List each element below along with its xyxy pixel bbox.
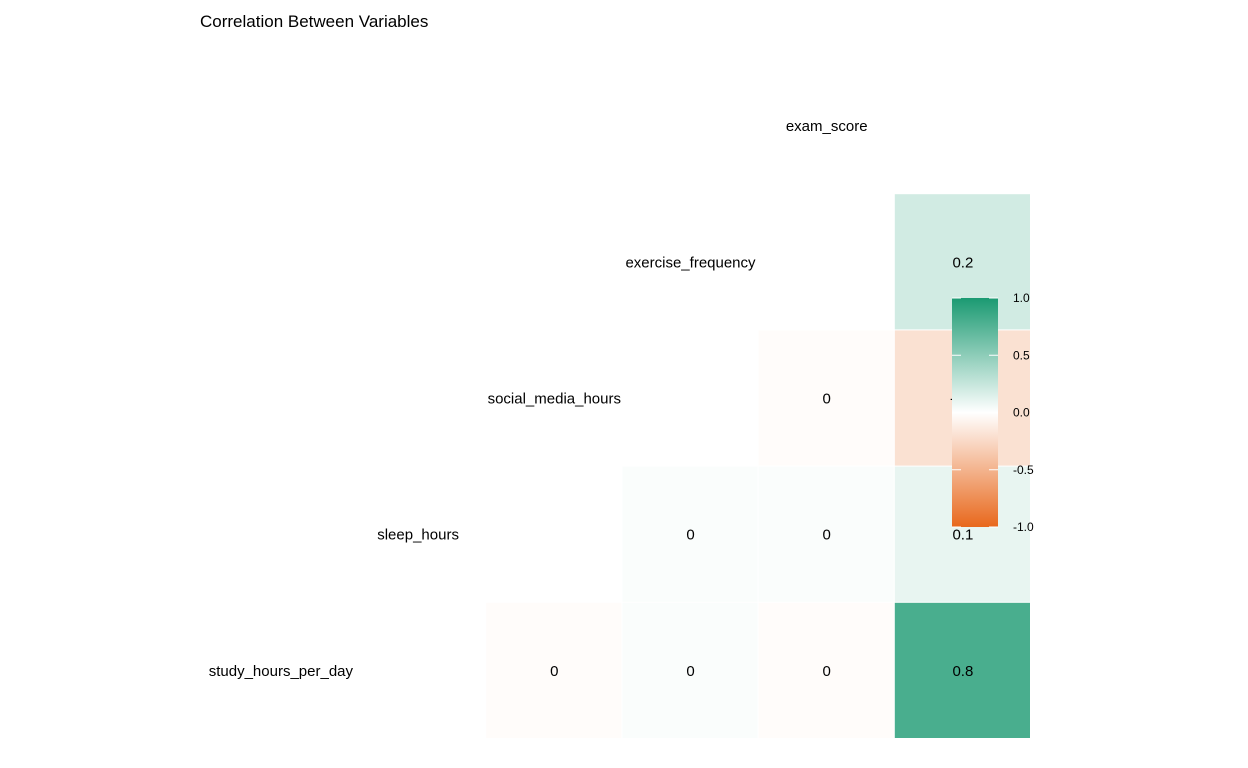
legend-ticks: 1.0 0.5 0.0 -0.5 -1.0 [952,291,1034,534]
heatmap-cell-study-hours-per-day-exam-score [894,602,1030,738]
cell-value-label: 0 [550,663,558,680]
variable-label-exam-score: exam_score [786,118,868,135]
cell-value-label: 0 [823,391,831,408]
heatmap-cell-sleep-hours-social-media-hours [622,466,758,602]
variable-labels: study_hours_per_day sleep_hours social_med… [209,118,868,680]
cell-value-label: 0.2 [952,254,973,271]
legend-tick-label: 0.0 [1013,406,1030,420]
heatmap-cell-social-media-hours-exercise-frequency [758,330,894,466]
legend-tick-label: -0.5 [1013,463,1034,477]
legend-tick-label: 0.5 [1013,348,1030,362]
legend-tick-label: 1.0 [1013,291,1030,305]
variable-label-exercise-frequency: exercise_frequency [625,254,756,271]
cell-value-label: 0 [686,663,694,680]
chart-title: Correlation Between Variables [200,12,428,31]
heatmap-cell-study-hours-per-day-sleep-hours [486,602,622,738]
legend-tick-label: -1.0 [1013,520,1034,534]
variable-label-sleep-hours: sleep_hours [377,527,459,544]
color-legend: 1.0 0.5 0.0 -0.5 -1.0 [952,291,1034,534]
cell-value-label: 0 [823,663,831,680]
heatmap-cell-study-hours-per-day-social-media-hours [622,602,758,738]
cell-value-label: 0 [823,527,831,544]
heatmap-cell-study-hours-per-day-exercise-frequency [758,602,894,738]
cell-value-label: 0.8 [952,663,973,680]
variable-label-social-media-hours: social_media_hours [488,391,621,408]
cell-value-label: 0 [686,527,694,544]
heatmap-cell-sleep-hours-exercise-frequency [758,466,894,602]
cell-value-label: 0.1 [952,527,973,544]
variable-label-study-hours-per-day: study_hours_per_day [209,663,354,680]
